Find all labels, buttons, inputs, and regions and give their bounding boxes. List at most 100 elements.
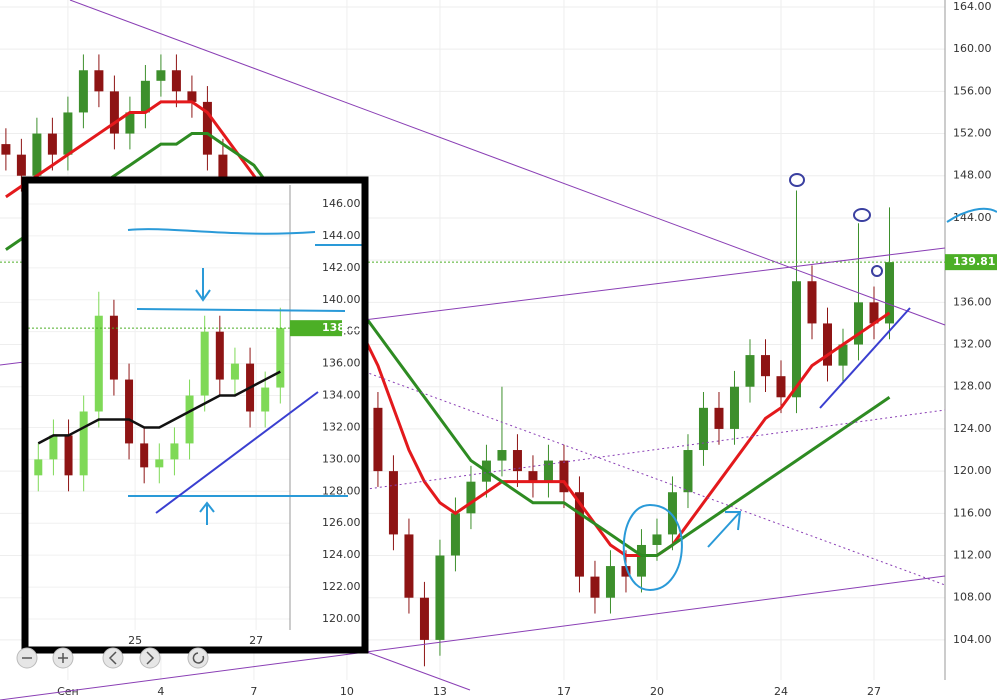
candle-body	[853, 302, 863, 345]
inset-annotations	[127, 228, 368, 525]
candle-body	[156, 70, 166, 81]
scroll-right-button[interactable]	[139, 647, 161, 669]
x-tick-label: 17	[557, 685, 571, 698]
candle-body	[698, 407, 708, 451]
y-tick-label: 144.00	[953, 211, 992, 224]
candle-body	[202, 101, 212, 155]
price-axis-bg	[945, 0, 997, 700]
candle-body	[838, 344, 848, 366]
candle-body	[49, 435, 58, 460]
x-tick-label: 24	[774, 685, 788, 698]
candle-body	[605, 566, 615, 598]
candle-body	[78, 70, 88, 113]
candle-body	[791, 281, 801, 398]
candle-body	[185, 395, 194, 444]
candle-body	[450, 513, 460, 556]
x-tick-label: 27	[249, 634, 263, 647]
candle-body	[109, 91, 119, 134]
y-tick-label: 130.00	[322, 452, 361, 465]
candle-body	[822, 323, 832, 366]
candle-body	[388, 471, 398, 535]
candle-body	[230, 363, 239, 380]
candle-body	[683, 450, 693, 493]
y-tick-label: 142.00	[322, 261, 361, 274]
x-tick-label: 27	[867, 685, 881, 698]
x-tick-label: 25	[128, 634, 142, 647]
candle-body	[528, 471, 538, 482]
y-tick-label: 104.00	[953, 633, 992, 646]
candle-body	[63, 112, 73, 155]
candle-body	[590, 576, 600, 598]
candle-body	[187, 91, 197, 102]
candle-body	[79, 411, 88, 476]
candle-body	[729, 386, 739, 429]
x-tick-label: 10	[340, 685, 354, 698]
y-tick-label: 148.00	[953, 169, 992, 182]
moving-average	[5, 132, 891, 558]
y-tick-label: 124.00	[322, 548, 361, 561]
candle-body	[559, 460, 569, 493]
candle-body	[745, 355, 755, 387]
y-tick-label: 126.00	[322, 516, 361, 529]
scroll-left-button[interactable]	[102, 647, 124, 669]
last-price-tag	[945, 254, 997, 271]
y-tick-label: 152.00	[953, 127, 992, 140]
candle-body	[466, 481, 476, 514]
candle-body	[760, 355, 770, 377]
y-tick-label: 136.00	[322, 357, 361, 370]
candle-body	[261, 387, 270, 412]
plot-area	[34, 291, 285, 492]
candle-body	[373, 407, 383, 472]
y-tick-label: 136.00	[953, 295, 992, 308]
reset-button[interactable]	[187, 647, 209, 669]
candle-body	[140, 443, 149, 468]
last-price-label: 139.81	[953, 255, 995, 268]
last-price-label: 138.22	[322, 321, 364, 334]
y-tick-label: 120.00	[953, 464, 992, 477]
y-tick-label: 120.00	[322, 612, 361, 625]
candle-body	[419, 597, 429, 640]
plot-area	[1, 54, 895, 667]
candle-body	[171, 70, 181, 92]
candle-body	[667, 492, 677, 535]
candle-body	[714, 407, 724, 429]
candle-body	[170, 443, 179, 460]
y-tick-label: 146.00	[322, 197, 361, 210]
last-price-tag	[290, 320, 342, 337]
candle-body	[16, 154, 26, 176]
x-tick-label: 7	[250, 685, 257, 698]
y-tick-label: 132.00	[322, 420, 361, 433]
y-tick-label: 134.00	[322, 389, 361, 402]
y-tick-label: 144.00	[322, 229, 361, 242]
candle-body	[807, 281, 817, 324]
candle-body	[125, 379, 134, 444]
x-tick-label: 20	[650, 685, 664, 698]
y-tick-label: 128.00	[953, 380, 992, 393]
y-tick-label: 156.00	[953, 84, 992, 97]
y-tick-label: 122.00	[322, 580, 361, 593]
candle-body	[94, 70, 104, 92]
candle-body	[140, 80, 150, 113]
candle-body	[215, 331, 224, 380]
moving-average	[37, 370, 281, 445]
candle-body	[869, 302, 879, 324]
y-tick-label: 108.00	[953, 591, 992, 604]
hand-annotations	[622, 173, 997, 592]
candle-body	[32, 133, 42, 176]
y-tick-label: 112.00	[953, 549, 992, 562]
candle-body	[512, 450, 522, 472]
y-tick-label: 116.00	[953, 506, 992, 519]
candle-body	[435, 555, 445, 640]
moving-average	[5, 100, 891, 558]
toolbar	[16, 647, 209, 669]
candle-body	[155, 459, 164, 468]
candle-body	[1, 144, 11, 155]
inset-chart: 120.00 122.00 124.00 126.00 128.00 130.00 132.…	[25, 180, 365, 650]
inset-bg	[25, 180, 365, 650]
candle-body	[218, 154, 228, 197]
candle-body	[652, 534, 662, 545]
y-tick-label: 124.00	[953, 422, 992, 435]
y-tick-label: 132.00	[953, 338, 992, 351]
candle-body	[404, 534, 414, 598]
y-tick-label: 128.00	[322, 484, 361, 497]
